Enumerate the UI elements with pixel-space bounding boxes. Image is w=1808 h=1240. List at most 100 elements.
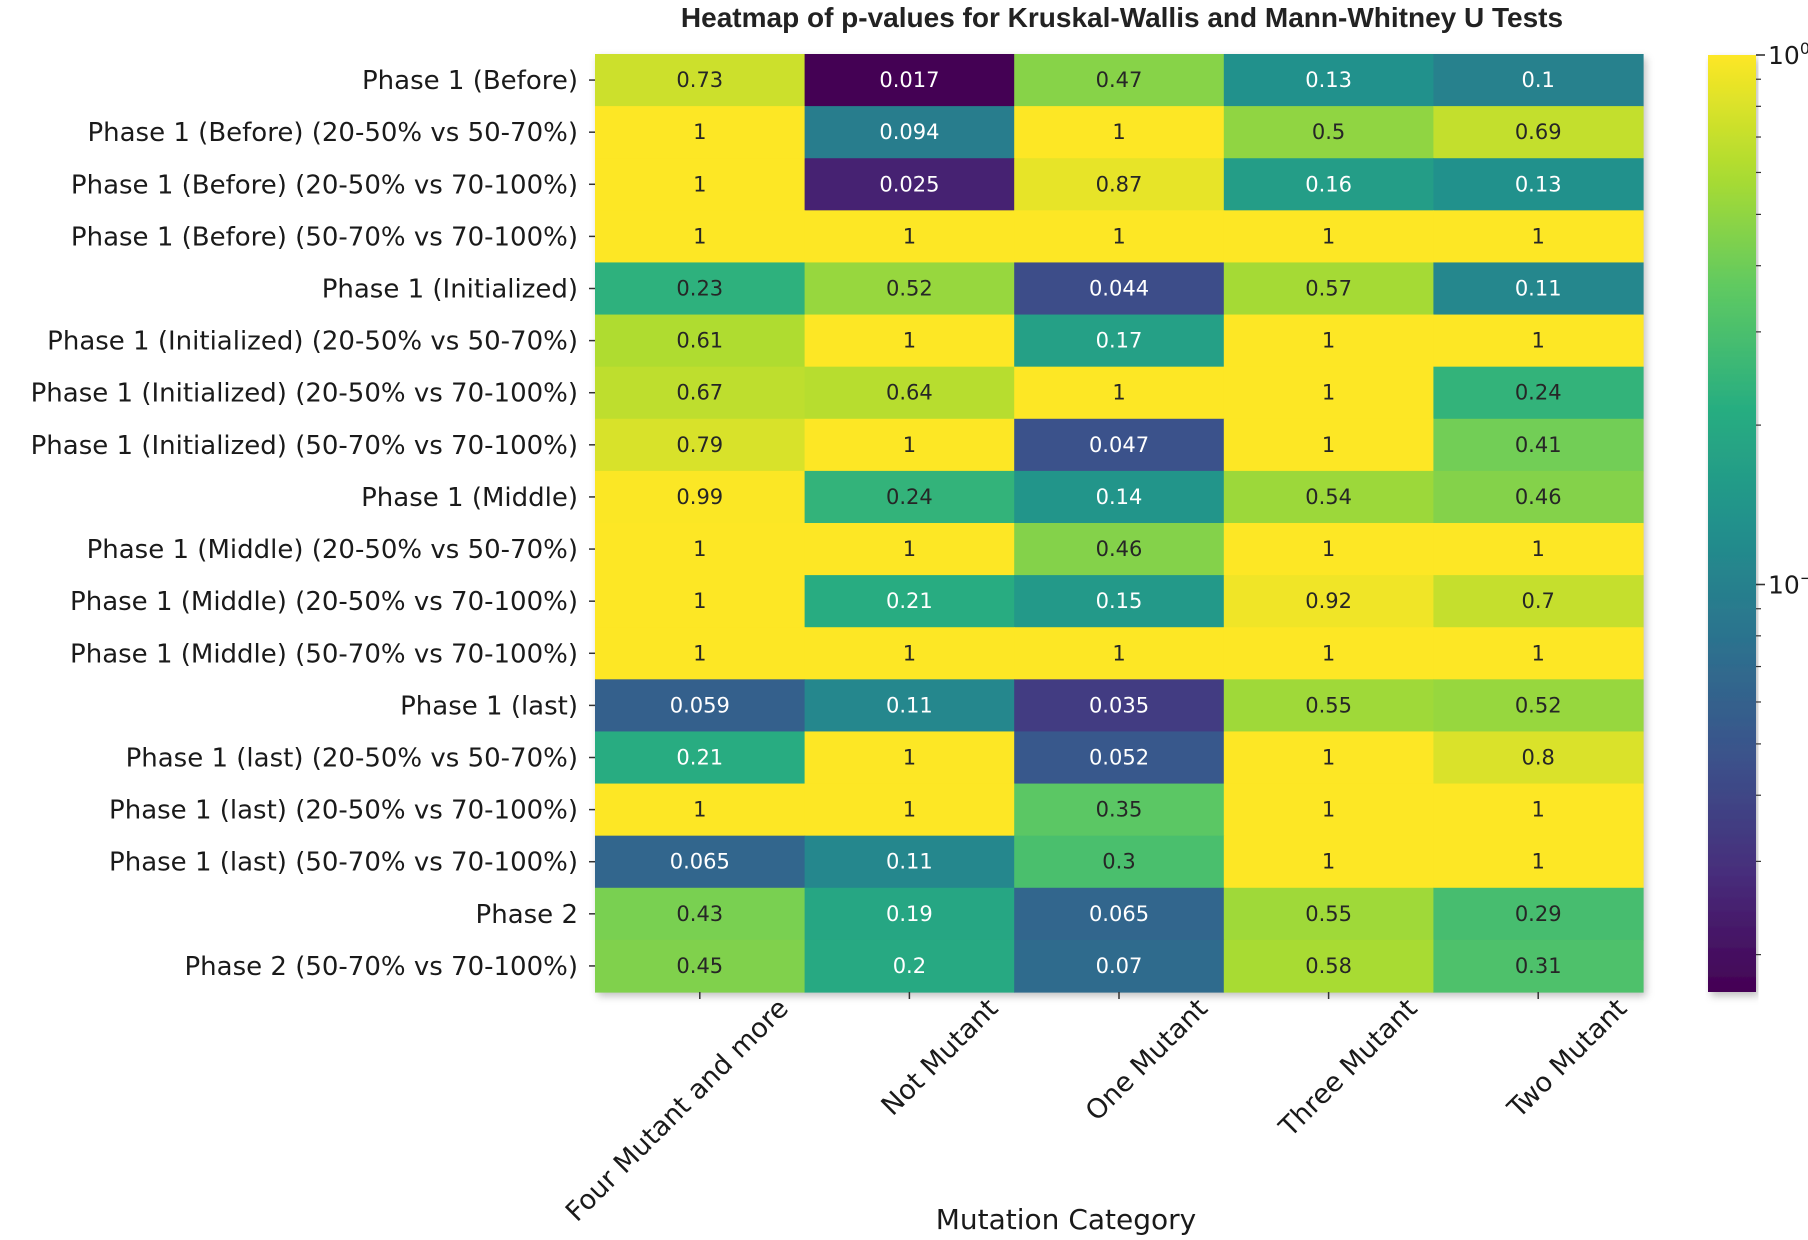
cell-value-label: 0.11 xyxy=(886,693,933,717)
heatmap-cell xyxy=(595,54,806,107)
heatmap-cell xyxy=(1223,887,1434,941)
cell-value-label: 0.67 xyxy=(676,381,723,405)
heatmap-cell xyxy=(1014,418,1225,472)
cell-value-label: 1 xyxy=(1532,641,1545,665)
heatmap-cell xyxy=(1014,627,1225,680)
row-label: Phase 2 xyxy=(476,900,578,930)
heatmap-cell xyxy=(595,835,806,889)
cell-value-label: 0.052 xyxy=(1089,746,1149,770)
cell-value-label: 1 xyxy=(1532,537,1545,561)
cell-value-label: 0.1 xyxy=(1521,68,1554,92)
heatmap-cell xyxy=(1014,314,1225,368)
cell-value-label: 1 xyxy=(1112,224,1125,248)
heatmap-cell xyxy=(595,783,806,837)
cell-value-label: 0.14 xyxy=(1096,485,1143,509)
row-label: Phase 1 (last) xyxy=(400,691,578,721)
heatmap-cell xyxy=(1223,158,1434,211)
cell-value-label: 1 xyxy=(903,746,916,770)
cell-value-label: 1 xyxy=(1322,850,1335,874)
cell-value-label: 0.044 xyxy=(1089,277,1149,301)
heatmap-cell xyxy=(595,575,806,628)
heatmap-cell xyxy=(1014,679,1225,733)
heatmap-cell xyxy=(1433,54,1644,107)
cell-value-label: 0.92 xyxy=(1305,589,1352,613)
cell-value-label: 1 xyxy=(693,641,706,665)
heatmap-cell xyxy=(1223,783,1434,837)
heatmap-cell xyxy=(1014,835,1225,889)
heatmap-cell xyxy=(804,314,1015,368)
cell-value-label: 0.61 xyxy=(676,329,723,353)
heatmap-cell xyxy=(1014,575,1225,628)
heatmap-cell xyxy=(1433,575,1644,628)
row-label: Phase 1 (Initialized) (20-50% vs 70-100%… xyxy=(31,379,578,409)
heatmap-cell xyxy=(1433,835,1644,889)
colorbar-minor-ticks xyxy=(1756,78,1761,956)
cell-value-label: 0.21 xyxy=(886,589,933,613)
cell-value-label: 0.46 xyxy=(1096,537,1143,561)
row-label: Phase 1 (Middle) (50-70% vs 70-100%) xyxy=(70,639,578,669)
heatmap-cell xyxy=(1433,679,1644,733)
heatmap-cell xyxy=(1433,470,1644,524)
cell-value-label: 0.017 xyxy=(879,68,939,92)
heatmap-cell xyxy=(595,158,806,211)
heatmap-cell xyxy=(1223,470,1434,524)
heatmap-cell xyxy=(804,210,1015,264)
cell-value-label: 0.094 xyxy=(879,120,939,144)
heatmap-cell xyxy=(595,523,806,576)
row-label: Phase 1 (Initialized) (50-70% vs 70-100%… xyxy=(31,431,578,461)
heatmap-cell xyxy=(804,54,1015,107)
heatmap-cell xyxy=(1433,731,1644,785)
cell-value-label: 1 xyxy=(1322,798,1335,822)
cell-value-label: 0.73 xyxy=(676,68,723,92)
heatmap-cell xyxy=(804,627,1015,680)
heatmap-cell xyxy=(804,939,1015,993)
column-label: Not Mutant xyxy=(876,993,1005,1122)
cell-value-label: 0.07 xyxy=(1096,954,1143,978)
cell-value-label: 0.21 xyxy=(676,746,723,770)
heatmap-cell xyxy=(1223,575,1434,628)
row-label: Phase 1 (Before) (20-50% vs 50-70%) xyxy=(87,118,578,148)
heatmap-cell xyxy=(1223,262,1434,316)
cell-value-label: 0.29 xyxy=(1515,902,1562,926)
heatmap-cell xyxy=(1433,418,1644,472)
heatmap-cell xyxy=(595,887,806,941)
heatmap-cell xyxy=(1223,679,1434,733)
heatmap-cell xyxy=(804,106,1015,159)
heatmap-cell xyxy=(1223,418,1434,472)
cell-value-label: 1 xyxy=(903,798,916,822)
heatmap-cell xyxy=(595,939,806,993)
cell-value-label: 1 xyxy=(693,798,706,822)
cell-value-label: 1 xyxy=(1112,641,1125,665)
cell-value-label: 1 xyxy=(1532,850,1545,874)
row-label: Phase 1 (Before) (50-70% vs 70-100%) xyxy=(71,222,578,252)
colorbar-major-ticks: 100 10−1 xyxy=(1756,39,1808,600)
heatmap-cell xyxy=(1014,210,1225,264)
heatmap-cell xyxy=(804,835,1015,889)
colorbar-tick-label: 100 xyxy=(1768,39,1808,70)
row-label: Phase 1 (Before) xyxy=(362,66,578,96)
cell-value-label: 0.54 xyxy=(1305,485,1352,509)
cell-value-label: 0.64 xyxy=(886,381,933,405)
cell-value-label: 0.059 xyxy=(670,693,730,717)
cell-value-label: 0.065 xyxy=(1089,902,1149,926)
cell-value-label: 1 xyxy=(1322,537,1335,561)
cell-value-label: 1 xyxy=(693,172,706,196)
heatmap-cell xyxy=(1223,523,1434,576)
cell-value-label: 0.24 xyxy=(886,485,933,509)
row-label: Phase 1 (Middle) (20-50% vs 70-100%) xyxy=(70,587,578,617)
colorbar-tick-label: 10−1 xyxy=(1768,569,1808,600)
cell-value-label: 1 xyxy=(1532,224,1545,248)
heatmap-cell xyxy=(595,262,806,316)
heatmap-cell xyxy=(1433,783,1644,837)
row-labels: Phase 1 (Before) Phase 1 (Before) (20-50%… xyxy=(31,66,595,982)
cell-value-label: 1 xyxy=(903,433,916,457)
heatmap-cell xyxy=(804,470,1015,524)
heatmap-cell xyxy=(595,314,806,368)
cell-value-label: 0.13 xyxy=(1305,68,1352,92)
heatmap-cell xyxy=(804,366,1015,420)
heatmap-cell xyxy=(1223,835,1434,889)
x-axis-title: Mutation Category xyxy=(936,1203,1196,1236)
heatmap-cell xyxy=(1014,887,1225,941)
cell-value-label: 0.69 xyxy=(1515,120,1562,144)
